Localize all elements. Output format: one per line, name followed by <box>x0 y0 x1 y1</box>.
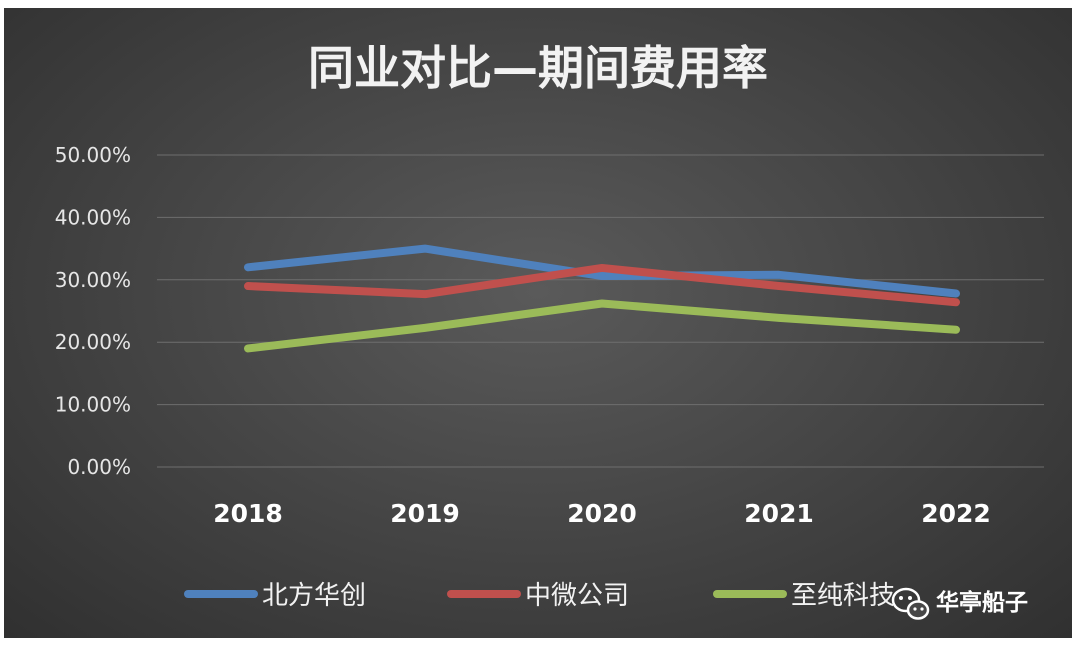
y-tick-label: 0.00% <box>67 455 131 479</box>
wechat-icon <box>891 587 930 620</box>
x-tick-label: 2021 <box>744 499 814 528</box>
y-tick-label: 30.00% <box>55 268 131 292</box>
x-axis-ticks: 2018 2019 2020 2021 2022 <box>213 499 991 528</box>
data-point <box>952 326 960 334</box>
x-tick-label: 2022 <box>921 499 991 528</box>
chart-title: 同业对比—期间费用率 <box>308 41 768 95</box>
legend-label: 中微公司 <box>525 581 629 611</box>
data-point <box>598 264 606 272</box>
x-tick-label: 2019 <box>390 499 460 528</box>
x-tick-label: 2018 <box>213 499 283 528</box>
grid-layer <box>157 154 1044 468</box>
data-point <box>598 272 606 280</box>
y-tick-label: 50.00% <box>55 143 131 167</box>
series-layer <box>244 244 960 353</box>
y-tick-label: 10.00% <box>55 393 131 417</box>
data-point <box>421 324 429 332</box>
legend-label: 北方华创 <box>262 581 366 611</box>
data-point <box>244 344 252 352</box>
data-point <box>421 245 429 253</box>
data-point <box>244 282 252 290</box>
y-tick-label: 20.00% <box>55 330 131 354</box>
y-tick-label: 40.00% <box>55 205 131 229</box>
chart-panel: 同业对比—期间费用率 0.00% 10.00% 20.00% 30.00% 40.00%… <box>4 8 1072 638</box>
watermark-text: 华亭船子 <box>936 589 1028 616</box>
data-point <box>598 300 606 308</box>
x-tick-label: 2020 <box>567 499 637 528</box>
data-point <box>775 314 783 322</box>
legend: 北方华创 中微公司 至纯科技 <box>184 581 895 611</box>
data-point <box>952 298 960 306</box>
watermark: 华亭船子 <box>891 587 1028 620</box>
chart-canvas: 同业对比—期间费用率 0.00% 10.00% 20.00% 30.00% 40.00%… <box>55 41 1044 620</box>
data-point <box>244 263 252 271</box>
data-point <box>952 290 960 298</box>
data-point <box>775 282 783 290</box>
legend-label: 至纯科技 <box>791 581 895 611</box>
y-axis-ticks: 0.00% 10.00% 20.00% 30.00% 40.00% 50.00% <box>55 143 131 479</box>
data-point <box>421 290 429 298</box>
data-point <box>775 271 783 279</box>
